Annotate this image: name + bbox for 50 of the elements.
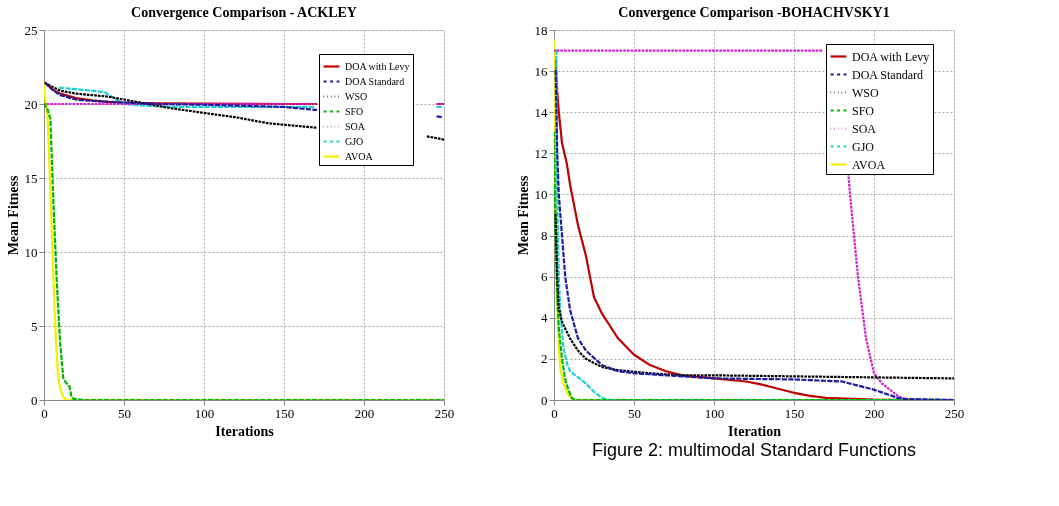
y-tick-label: 15 [24, 170, 38, 186]
line-series [554, 213, 954, 380]
y-tick-label: 10 [534, 186, 548, 202]
x-tick-label: 50 [628, 405, 641, 421]
x-tick-label: 100 [704, 405, 725, 421]
caption: Figure 2: multimodal Standard Functions [591, 440, 917, 460]
x-tick-label: 100 [194, 405, 215, 421]
y-tick-label: 0 [31, 392, 38, 408]
legend-label: DOA with Levy [345, 60, 410, 72]
legend-label: DOA Standard [345, 75, 405, 87]
y-tick-label: 12 [534, 145, 548, 161]
legend-label: AVOA [345, 150, 374, 162]
x-axis-title: Iteration [728, 423, 782, 439]
y-tick-label: 8 [541, 228, 548, 244]
legend-label: SFO [852, 103, 875, 118]
legend-label: GJO [345, 135, 364, 147]
legend-label: SFO [345, 105, 364, 117]
x-tick-label: 250 [434, 405, 455, 421]
x-tick-label: 250 [944, 405, 965, 421]
y-tick-label: 16 [534, 63, 548, 79]
x-tick-label: 50 [118, 405, 131, 421]
y-tick-label: 2 [541, 351, 548, 367]
chart-title: Convergence Comparison -BOHACHVSKY1 [618, 5, 890, 20]
y-axis-title: Mean Fitness [5, 175, 21, 256]
legend-label: DOA with Levy [852, 49, 930, 64]
x-tick-label: 0 [41, 405, 48, 421]
legend-label: WSO [852, 85, 879, 100]
y-tick-label: 14 [534, 104, 548, 120]
y-tick-label: 25 [24, 22, 38, 38]
y-tick-label: 4 [541, 310, 548, 326]
x-axis-title: Iterations [215, 423, 275, 439]
x-tick-label: 0 [551, 405, 558, 421]
y-tick-label: 5 [31, 318, 38, 334]
legend-label: WSO [345, 90, 368, 102]
legend-label: SOA [345, 120, 366, 132]
legend-label: DOA Standard [852, 67, 923, 82]
legend-label: SOA [852, 121, 877, 136]
chart-title: Convergence Comparison - ACKLEY [131, 5, 357, 20]
legend-label: AVOA [852, 157, 886, 172]
y-tick-label: 20 [24, 96, 38, 112]
x-tick-label: 150 [784, 405, 805, 421]
y-tick-label: 18 [534, 22, 548, 38]
legend-label: GJO [852, 139, 875, 154]
y-tick-label: 6 [541, 269, 548, 285]
y-tick-label: 10 [24, 244, 38, 260]
y-axis-title: Mean Fitness [515, 175, 531, 256]
x-tick-label: 150 [274, 405, 295, 421]
y-tick-label: 0 [541, 392, 548, 408]
x-tick-label: 200 [864, 405, 885, 421]
x-tick-label: 200 [354, 405, 375, 421]
